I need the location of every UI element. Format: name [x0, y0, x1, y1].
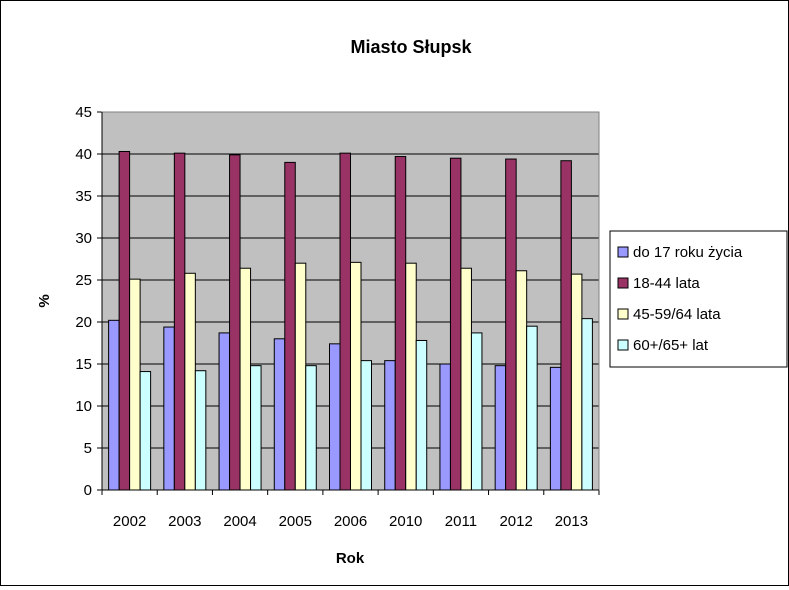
bar	[570, 273, 583, 491]
bar	[350, 261, 362, 491]
y-tick-label: 20	[75, 314, 92, 331]
legend-label: 45-59/64 lata	[633, 306, 721, 323]
bar	[218, 332, 231, 491]
bar	[415, 339, 428, 491]
legend-swatch	[617, 246, 629, 258]
bar	[460, 267, 472, 491]
y-tick-label: 35	[75, 188, 92, 205]
bar	[284, 161, 296, 491]
bar	[194, 370, 207, 491]
y-tick-label: 45	[75, 104, 92, 121]
x-tick-label: 2002	[113, 513, 146, 530]
bar	[549, 366, 562, 491]
y-tick-label: 10	[75, 398, 92, 415]
bar	[405, 262, 417, 491]
bar	[118, 150, 131, 491]
x-tick-label: 2013	[555, 513, 588, 530]
chart-title: Miasto Słupsk	[350, 37, 472, 57]
bar	[239, 267, 252, 491]
bar	[449, 157, 462, 491]
y-tick-label: 30	[75, 230, 92, 247]
bar	[184, 272, 196, 491]
x-tick-label: 2012	[499, 513, 532, 530]
bar	[339, 152, 351, 491]
y-tick-label: 40	[75, 146, 92, 163]
legend: do 17 roku życia 18-44 lata 45-59/64 lata 6…	[609, 230, 788, 368]
bar	[560, 160, 572, 491]
bar	[250, 365, 262, 491]
legend-label: do 17 roku życia	[633, 244, 743, 261]
y-tick-label: 15	[75, 356, 92, 373]
bar	[305, 365, 317, 491]
x-tick-label: 2006	[334, 513, 367, 530]
bars	[108, 150, 593, 491]
x-tick-label: 2004	[223, 513, 256, 530]
bar	[294, 262, 307, 491]
x-tick-label: 2003	[168, 513, 201, 530]
bar	[360, 360, 372, 491]
x-tick-labels: 2002 2003 2004 2005 2006 2010 2011 2012 2013	[113, 513, 588, 530]
legend-label: 60+/65+ lat	[633, 337, 709, 354]
bar	[273, 338, 286, 491]
bar	[470, 332, 483, 491]
y-tick-label: 25	[75, 272, 92, 289]
y-tick-label: 5	[84, 440, 92, 457]
bar	[526, 325, 538, 491]
legend-swatch	[617, 277, 629, 289]
bar	[163, 326, 175, 491]
bar	[515, 270, 528, 491]
bar	[384, 360, 396, 491]
bar	[229, 154, 241, 491]
legend-box	[609, 230, 788, 368]
x-tick-label: 2011	[445, 513, 477, 530]
bar	[329, 343, 341, 491]
y-tick-labels: 0 5 10 15 20 25 30 35 40 45	[75, 104, 92, 499]
bar	[139, 371, 152, 491]
axes	[97, 111, 600, 495]
x-axis-title: Rok	[336, 550, 365, 567]
y-tick-label: 0	[84, 482, 92, 499]
legend-swatch	[617, 339, 629, 351]
bar	[108, 319, 120, 491]
legend-swatch	[617, 308, 629, 320]
x-tick-label: 2005	[279, 513, 312, 530]
bar	[394, 156, 407, 491]
bar	[129, 278, 141, 491]
bar	[505, 158, 517, 491]
bar	[581, 318, 593, 491]
bar	[439, 363, 451, 491]
x-tick-label: 2010	[389, 513, 422, 530]
legend-label: 18-44 lata	[633, 275, 700, 292]
y-axis-title: %	[36, 294, 53, 307]
bar	[173, 152, 186, 491]
bar	[494, 365, 507, 491]
